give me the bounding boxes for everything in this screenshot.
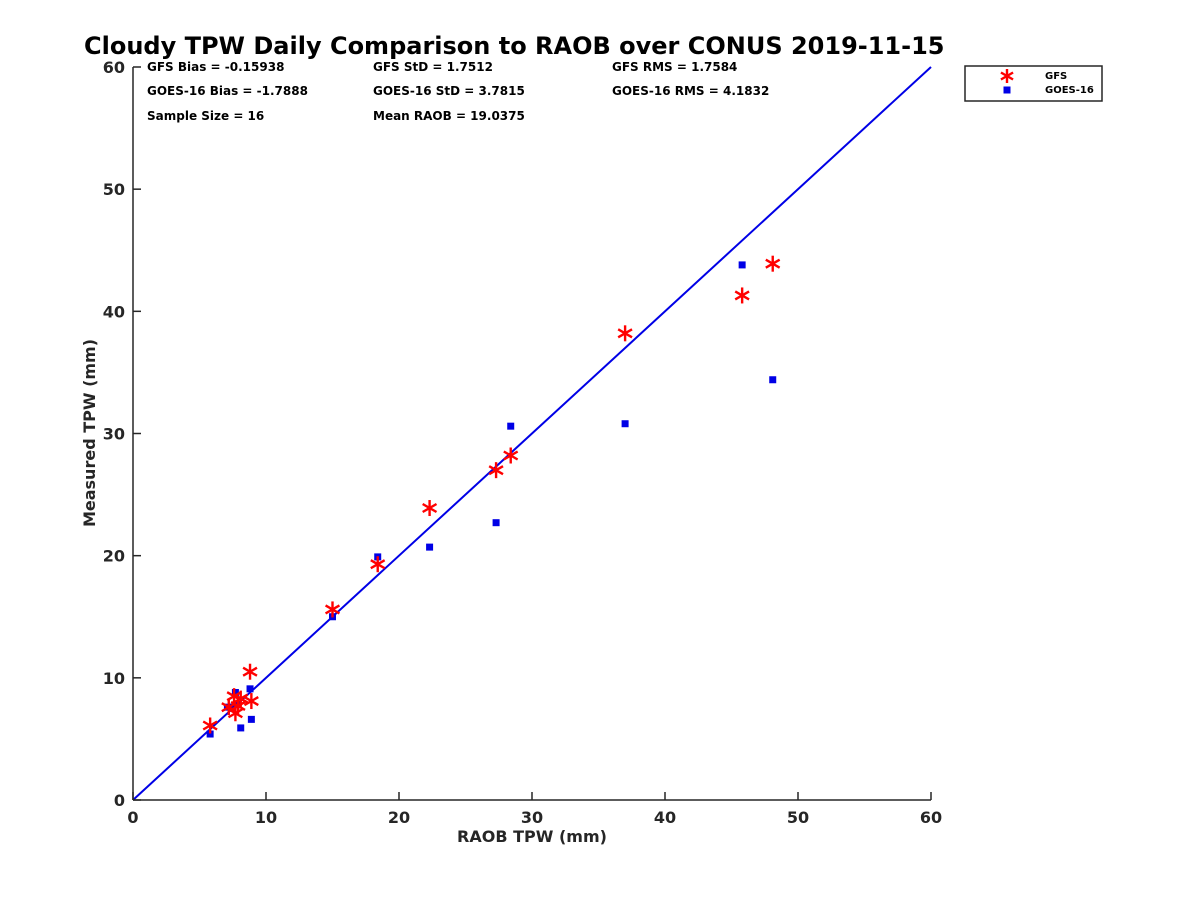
goes16-point (247, 715, 255, 723)
y-axis-label: Measured TPW (mm) (80, 339, 99, 527)
legend-gfs-marker (1000, 69, 1014, 83)
stat-text: Mean RAOB = 19.0375 (373, 109, 525, 123)
x-axis-ticks: 0 10 20 30 40 50 60 (127, 792, 942, 827)
y-tick-label: 50 (103, 180, 125, 199)
goes16-point (237, 724, 245, 732)
gfs-series (202, 255, 781, 734)
gfs-point (370, 556, 386, 573)
x-tick-label: 20 (388, 808, 410, 827)
goes16-point (621, 420, 629, 428)
legend-goes16-label: GOES-16 (1045, 85, 1094, 96)
goes16-point (492, 519, 500, 527)
stat-text: GOES-16 StD = 3.7815 (373, 84, 525, 98)
goes16-point (738, 261, 746, 269)
stat-text: GFS Bias = -0.15938 (147, 60, 284, 74)
stat-text: Sample Size = 16 (147, 109, 264, 123)
stat-text: GOES-16 Bias = -1.7888 (147, 84, 308, 98)
y-tick-label: 0 (114, 791, 125, 810)
y-tick-label: 40 (103, 302, 125, 321)
gfs-point (734, 287, 750, 304)
stat-text: GFS StD = 1.7512 (373, 60, 493, 74)
goes16-point (507, 422, 515, 430)
x-tick-label: 60 (920, 808, 942, 827)
goes16-series (206, 261, 777, 738)
x-tick-label: 40 (654, 808, 676, 827)
gfs-point (488, 462, 504, 479)
gfs-point (242, 663, 258, 680)
legend-gfs-label: GFS (1045, 71, 1067, 82)
x-tick-label: 30 (521, 808, 543, 827)
y-tick-label: 10 (103, 669, 125, 688)
legend-goes16-marker (1003, 86, 1011, 94)
chart-title: Cloudy TPW Daily Comparison to RAOB over… (84, 32, 944, 60)
gfs-point (617, 325, 633, 342)
y-tick-label: 20 (103, 547, 125, 566)
goes16-point (231, 688, 239, 696)
reference-line (132, 66, 932, 801)
x-tick-label: 10 (255, 808, 277, 827)
y-axis-ticks: 0 10 20 30 40 50 60 (103, 58, 141, 810)
goes16-point (229, 703, 237, 711)
stat-text: GOES-16 RMS = 4.1832 (612, 84, 769, 98)
goes16-point (769, 376, 777, 384)
x-tick-label: 0 (127, 808, 138, 827)
gfs-point (230, 697, 246, 714)
gfs-point (202, 717, 218, 734)
gfs-point (324, 601, 341, 618)
stats-annotations: GFS Bias = -0.15938 GFS StD = 1.7512 GFS R… (147, 60, 769, 123)
x-tick-label: 50 (787, 808, 809, 827)
y-tick-label: 60 (103, 58, 125, 77)
goes16-point (426, 543, 434, 551)
x-axis-label: RAOB TPW (mm) (457, 827, 607, 846)
gfs-point (243, 693, 259, 710)
goes16-point (206, 730, 214, 738)
stat-text: GFS RMS = 1.7584 (612, 60, 737, 74)
y-tick-label: 30 (103, 425, 125, 444)
goes16-point (246, 685, 254, 693)
legend-box (964, 65, 1103, 102)
gfs-point (422, 500, 438, 517)
gfs-point (765, 255, 781, 272)
legend: GFS GOES-16 (964, 65, 1103, 102)
gfs-point (503, 447, 519, 464)
